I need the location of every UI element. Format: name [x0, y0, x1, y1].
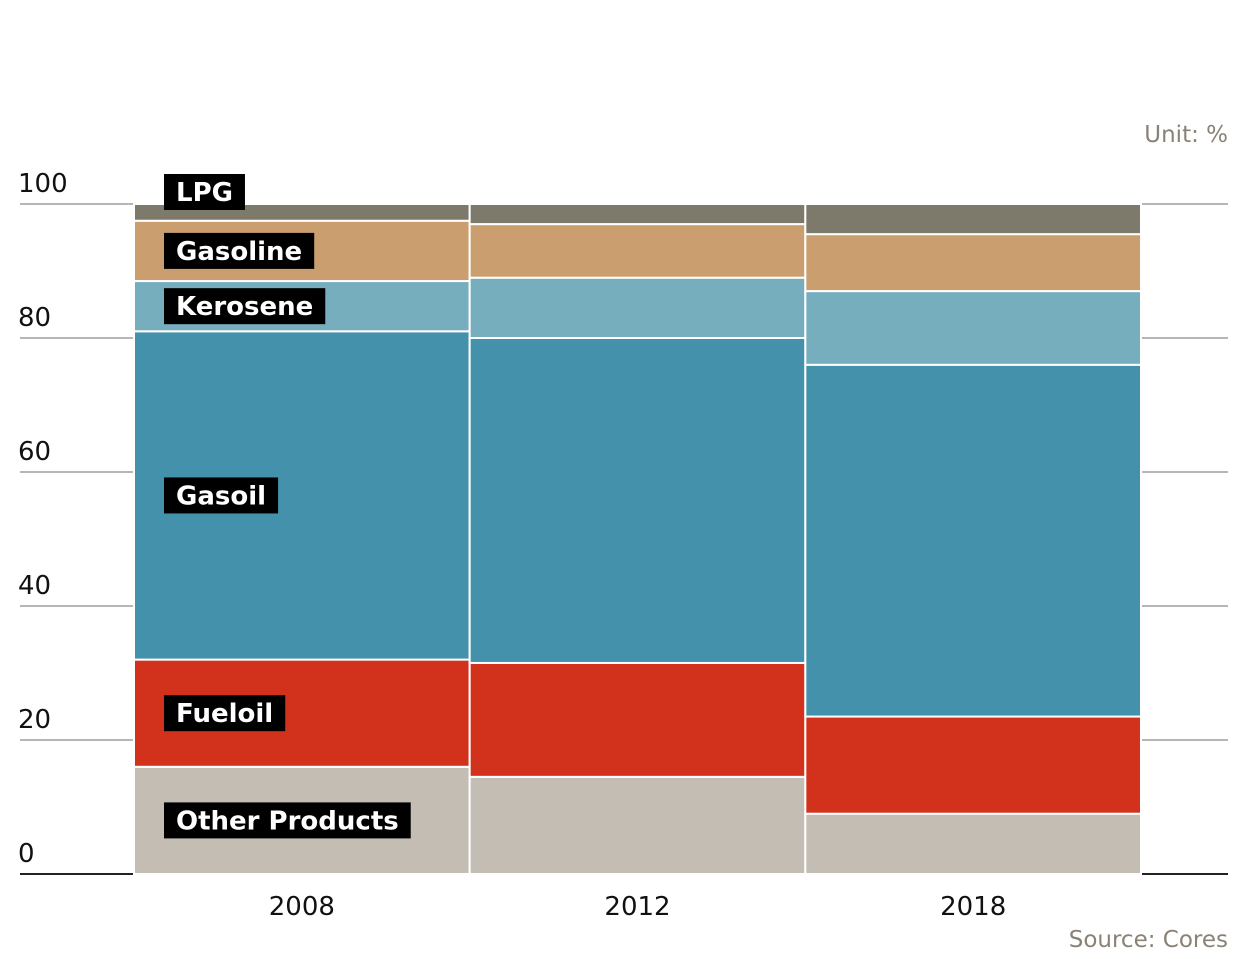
x-tick-label: 2018: [940, 892, 1006, 922]
series-label-box: [164, 174, 245, 210]
bar-segment-fueloil-2018: [804, 715, 1142, 815]
y-tick-label: 80: [18, 303, 51, 333]
y-tick-label: 0: [18, 839, 35, 869]
bar-stack-2008: [133, 203, 471, 875]
series-label-box: [164, 802, 411, 839]
series-label-gasoline: Gasoline: [164, 232, 315, 269]
series-label-text: Gasoline: [176, 237, 302, 267]
bar-stacks: [133, 203, 1142, 876]
unit-label: Unit: %: [1144, 122, 1228, 148]
y-tick-label: 60: [18, 437, 51, 467]
x-axis-ticks: 2008 2012 2018: [269, 892, 1007, 922]
y-tick-label: 40: [18, 571, 51, 601]
series-label-box: [164, 695, 286, 732]
series-labels: Other Products Fueloil Gasoil Kerosene Gasol…: [164, 174, 411, 839]
series-label-text: LPG: [176, 178, 233, 208]
series-label-text: Gasoil: [176, 481, 266, 511]
bar-segment-lpg-2018: [804, 203, 1142, 236]
bar-segment-lpg-2012: [468, 203, 807, 226]
series-label-box: [164, 288, 326, 325]
series-label-text: Other Products: [176, 806, 399, 836]
y-tick-label: 100: [18, 169, 68, 199]
x-tick-label: 2012: [604, 892, 670, 922]
series-label-box: [164, 477, 279, 514]
bar-segment-kerosene-2012: [468, 276, 807, 340]
series-label-lpg: LPG: [164, 174, 245, 210]
series-label-fueloil: Fueloil: [164, 695, 286, 732]
bar-segment-gasoil-2018: [804, 363, 1142, 718]
series-label-kerosene: Kerosene: [164, 288, 326, 325]
bar-segment-fueloil-2012: [468, 661, 807, 778]
bar-segment-other-products-2018: [804, 812, 1142, 876]
bar-stack-2012: [468, 203, 807, 875]
series-label-gasoil: Gasoil: [164, 477, 279, 514]
bar-stack-2018: [804, 203, 1142, 876]
bar-segment-gasoil-2012: [468, 337, 807, 664]
x-tick-label: 2008: [269, 892, 335, 922]
series-label-text: Fueloil: [176, 699, 273, 729]
series-label-box: [164, 232, 315, 269]
series-label-text: Kerosene: [176, 292, 313, 322]
bar-segment-gasoline-2012: [468, 223, 807, 279]
series-label-other-products: Other Products: [164, 802, 411, 839]
y-axis-ticks: 0 20 40 60 80 100: [18, 169, 68, 869]
bar-segment-other-products-2012: [468, 775, 807, 875]
y-tick-label: 20: [18, 705, 51, 735]
bar-segment-kerosene-2018: [804, 290, 1142, 366]
bar-segment-gasoline-2018: [804, 233, 1142, 293]
source-label: Source: Cores: [1069, 927, 1228, 953]
